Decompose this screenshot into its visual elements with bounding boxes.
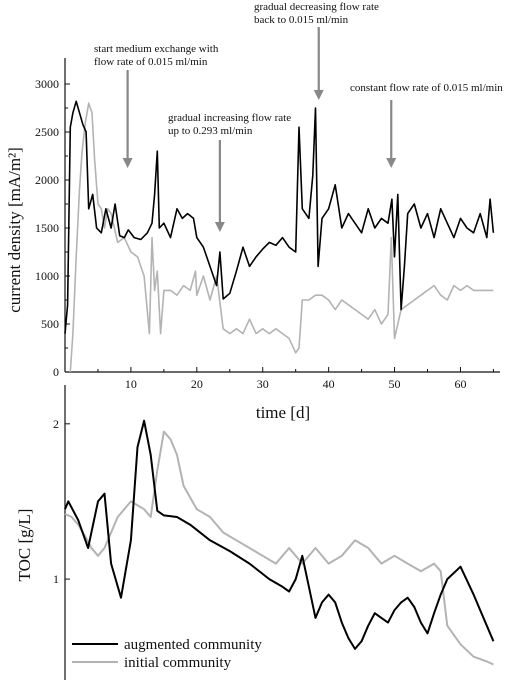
top-x-tick-label: 50: [389, 377, 401, 391]
legend-entry: augmented community: [124, 637, 262, 653]
top-x-tick-label: 10: [125, 377, 137, 391]
top-series-initial: [69, 102, 494, 373]
top-x-tick-label: 30: [257, 377, 269, 391]
top-y-tick-label: 0: [53, 365, 59, 379]
bottom-y-tick-label: 2: [53, 417, 59, 431]
annotation-text: gradual increasing flow rate: [168, 112, 291, 124]
top-y-tick-label: 2000: [35, 173, 59, 187]
top-x-tick-label: 60: [454, 377, 466, 391]
top-series-augmented: [64, 100, 495, 334]
bottom-series-augmented: [64, 419, 495, 650]
annotation-arrow-head: [122, 158, 133, 168]
bottom-series-initial: [64, 430, 494, 666]
current-density-chart: current density [mA/m²] time [d] 0 500 100…: [5, 1, 503, 422]
annotation-arrow-head: [386, 158, 397, 168]
top-x-tick-label: 20: [191, 377, 203, 391]
annotation-text: flow rate of 0.015 ml/min: [94, 56, 208, 68]
toc-chart: TOC [g/L] 1 2 augmented community initial c…: [15, 385, 495, 680]
annotation-text: gradual decreasing flow rate: [254, 1, 379, 13]
bottom-y-tick-label: 1: [53, 572, 59, 586]
top-y-tick-label: 1500: [35, 221, 59, 235]
annotation-text: up to 0.293 ml/min: [168, 125, 253, 137]
top-x-tick-label: 40: [323, 377, 335, 391]
top-ylabel: current density [mA/m²]: [5, 147, 24, 313]
top-y-tick-label: 500: [41, 317, 59, 331]
annotation-text: constant flow rate of 0.015 ml/min: [350, 82, 503, 94]
annotation-text: back to 0.015 ml/min: [254, 14, 349, 26]
top-y-tick-label: 2500: [35, 125, 59, 139]
top-y-tick-label: 3000: [35, 77, 59, 91]
annotation-text: start medium exchange with: [94, 43, 219, 55]
bottom-ylabel: TOC [g/L]: [15, 509, 34, 582]
top-xlabel: time [d]: [256, 403, 310, 422]
legend-entry: initial community: [124, 655, 232, 671]
annotation-arrow-head: [313, 90, 324, 100]
top-y-tick-label: 1000: [35, 269, 59, 283]
annotation-arrow-head: [214, 222, 225, 232]
